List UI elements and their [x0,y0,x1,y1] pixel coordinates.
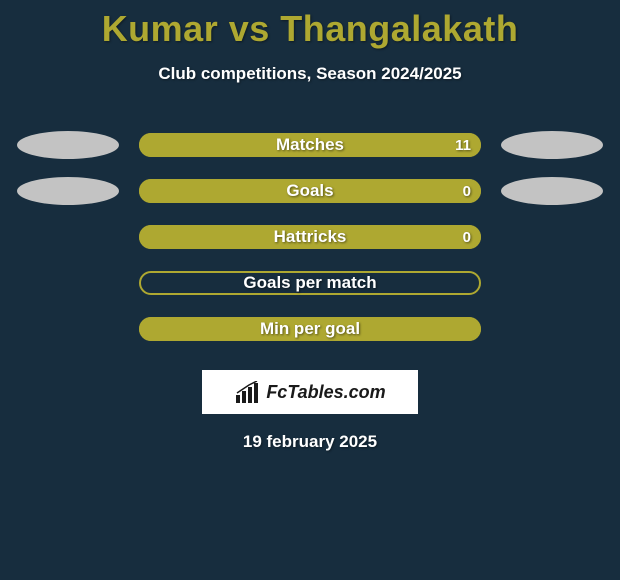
stat-bar: Goals per match [139,271,481,295]
stats-rows: Matches11Goals0Hattricks0Goals per match… [0,122,620,352]
player-left-marker [17,315,119,343]
stat-row: Hattricks0 [0,214,620,260]
player-right-marker [501,131,603,159]
stat-value: 11 [455,133,471,157]
stat-bar: Goals0 [139,179,481,203]
stat-bar: Matches11 [139,133,481,157]
player-left-marker [17,269,119,297]
stat-row: Goals per match [0,260,620,306]
stat-label: Min per goal [139,317,481,341]
stat-value: 0 [463,225,471,249]
stat-row: Matches11 [0,122,620,168]
stat-value: 0 [463,179,471,203]
player-right-marker [501,315,603,343]
brand-badge: FcTables.com [202,370,418,414]
subtitle: Club competitions, Season 2024/2025 [0,64,620,84]
page-title: Kumar vs Thangalakath [0,0,620,50]
player-left-marker [17,131,119,159]
stat-label: Hattricks [139,225,481,249]
stat-label: Goals per match [139,271,481,295]
stat-bar: Hattricks0 [139,225,481,249]
bar-chart-icon [234,381,260,403]
stat-label: Goals [139,179,481,203]
player-right-marker [501,269,603,297]
date-text: 19 february 2025 [0,432,620,452]
stat-bar: Min per goal [139,317,481,341]
stat-row: Min per goal [0,306,620,352]
stat-row: Goals0 [0,168,620,214]
player-right-marker [501,177,603,205]
player-left-marker [17,223,119,251]
player-left-marker [17,177,119,205]
stat-label: Matches [139,133,481,157]
brand-text: FcTables.com [266,382,385,403]
player-right-marker [501,223,603,251]
